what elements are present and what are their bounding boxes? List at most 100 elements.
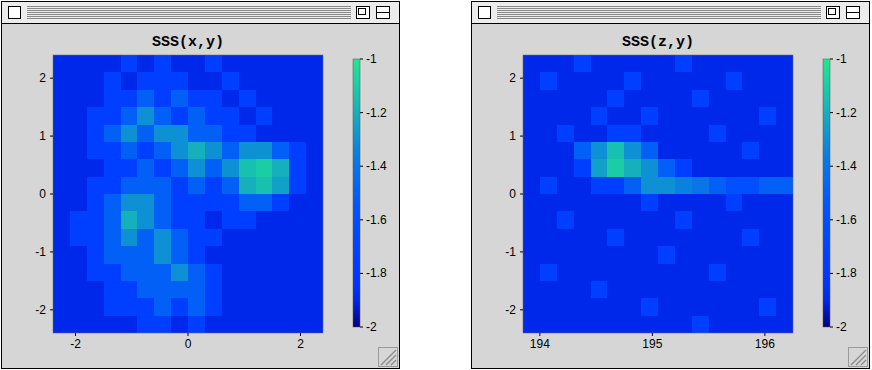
- zoom-box[interactable]: [847, 7, 860, 19]
- y-tick-label: 2: [509, 71, 516, 85]
- cell: [776, 298, 793, 316]
- y-tick: [520, 78, 523, 79]
- cell: [70, 229, 87, 247]
- resize-grip[interactable]: [381, 350, 396, 365]
- cell: [188, 107, 205, 125]
- cell: [87, 211, 104, 229]
- cell: [709, 125, 726, 143]
- cell: [104, 159, 121, 177]
- cell: [272, 229, 289, 247]
- cell: [272, 246, 289, 264]
- cell: [574, 72, 591, 90]
- cell: [154, 298, 171, 316]
- resize-box: [379, 348, 398, 367]
- resize-grip[interactable]: [856, 355, 866, 365]
- cell: [289, 281, 306, 299]
- cell: [540, 159, 557, 177]
- cell: [540, 107, 557, 125]
- resize-grip[interactable]: [861, 360, 866, 365]
- cell: [256, 142, 273, 160]
- cell: [726, 194, 743, 212]
- colorbar-tick: [830, 112, 833, 113]
- cell: [256, 107, 273, 125]
- cell: [104, 298, 121, 316]
- colorbar-tick: [830, 166, 833, 167]
- cell: [256, 194, 273, 212]
- cell: [121, 55, 138, 73]
- close-box[interactable]: [479, 7, 491, 19]
- x-tick: [188, 333, 189, 336]
- cell: [205, 177, 222, 195]
- cell: [121, 90, 138, 108]
- cell: [675, 90, 692, 108]
- close-box[interactable]: [9, 7, 21, 19]
- zoom-box[interactable]: [377, 7, 390, 19]
- cell: [205, 107, 222, 125]
- title-stripe: [27, 10, 351, 11]
- cell: [239, 142, 256, 160]
- canvas: SSS(x,y)-202-2-1012-1-1.2-1.4-1.6-1.8-2S…: [0, 0, 872, 370]
- cell: [607, 107, 624, 125]
- x-tick: [300, 333, 301, 336]
- collapse-box[interactable]: [357, 7, 370, 19]
- cell: [222, 107, 239, 125]
- cell: [523, 298, 540, 316]
- cell: [272, 159, 289, 177]
- x-tick-label: 2: [297, 337, 304, 351]
- cell: [726, 142, 743, 160]
- cell: [70, 194, 87, 212]
- title-bar: [2, 2, 399, 23]
- cell: [540, 90, 557, 108]
- x-tick: [539, 333, 540, 336]
- resize-grip[interactable]: [391, 360, 396, 365]
- cell: [121, 264, 138, 282]
- resize-grip[interactable]: [386, 355, 396, 365]
- cell: [574, 142, 591, 160]
- cell: [188, 316, 205, 333]
- cell: [188, 72, 205, 90]
- cell: [742, 211, 759, 229]
- cell: [759, 125, 776, 143]
- cell: [289, 90, 306, 108]
- cell: [239, 246, 256, 264]
- cell: [272, 107, 289, 125]
- cell: [306, 194, 323, 212]
- colorbar-tick: [830, 273, 833, 274]
- cell: [289, 298, 306, 316]
- cell: [540, 246, 557, 264]
- cell: [759, 229, 776, 247]
- cell: [289, 229, 306, 247]
- colorbar-tick-label: -1.6: [366, 213, 387, 227]
- resize-grip[interactable]: [851, 350, 866, 365]
- colorbar-tick: [360, 273, 363, 274]
- window-frame: [472, 2, 870, 369]
- cell: [306, 55, 323, 73]
- cell: [272, 281, 289, 299]
- cell: [222, 316, 239, 333]
- cell: [171, 211, 188, 229]
- y-tick: [520, 194, 523, 195]
- cell: [306, 264, 323, 282]
- cell: [557, 177, 574, 195]
- cell: [205, 211, 222, 229]
- cell: [742, 107, 759, 125]
- cell: [87, 281, 104, 299]
- collapse-box[interactable]: [827, 7, 840, 19]
- cell: [692, 264, 709, 282]
- cell: [154, 159, 171, 177]
- cell: [540, 229, 557, 247]
- cell: [675, 107, 692, 125]
- cell: [154, 264, 171, 282]
- cell: [523, 229, 540, 247]
- cell: [709, 177, 726, 195]
- cell: [188, 177, 205, 195]
- y-tick: [50, 194, 53, 195]
- cell: [121, 194, 138, 212]
- cell: [306, 159, 323, 177]
- colorbar-tick: [830, 219, 833, 220]
- cell: [154, 90, 171, 108]
- cell: [121, 281, 138, 299]
- y-tick: [520, 309, 523, 310]
- cell: [239, 298, 256, 316]
- cell: [137, 298, 154, 316]
